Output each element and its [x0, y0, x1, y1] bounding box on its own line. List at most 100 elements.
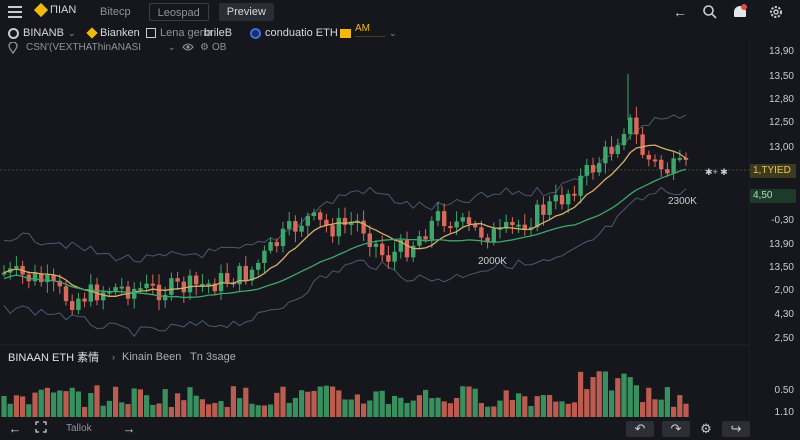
- candle-body: [138, 288, 143, 291]
- candle-body: [63, 286, 69, 302]
- volume-bar: [466, 386, 472, 417]
- candle-body: [57, 280, 62, 287]
- symbol-conduatio-eth[interactable]: conduatio ETH: [250, 25, 338, 41]
- candle-body: [448, 226, 453, 229]
- candle-body: [473, 224, 478, 228]
- candle-body: [45, 275, 50, 283]
- annotation-2300k: 2300K: [668, 196, 697, 207]
- volume-bar: [168, 406, 174, 417]
- candle-body: [274, 242, 279, 247]
- chevron-down-icon: ⌄: [389, 27, 397, 38]
- candle-body: [559, 195, 565, 205]
- back-arrow-icon[interactable]: ←: [8, 421, 22, 436]
- volume-indicator-1[interactable]: Kinain Been: [122, 351, 182, 363]
- volume-bar: [274, 392, 280, 417]
- tab-preview[interactable]: Preview: [218, 3, 274, 21]
- candle-body: [590, 164, 596, 173]
- candle-body: [76, 298, 81, 311]
- candle-body: [597, 163, 602, 173]
- candle-body: [70, 301, 75, 311]
- candle-body: [156, 284, 162, 301]
- volume-bar: [652, 399, 658, 417]
- share-button[interactable]: ↪: [722, 421, 750, 437]
- tab-bitecp[interactable]: Bitecp: [100, 6, 131, 18]
- volume-bar: [373, 391, 379, 417]
- chevron-right-icon[interactable]: ›: [112, 352, 115, 362]
- price-chart[interactable]: [0, 40, 750, 420]
- symbol-am[interactable]: AM ————— ⌄: [340, 24, 397, 41]
- volume-bar: [13, 395, 19, 417]
- price-axis-label: 12,50: [768, 117, 794, 128]
- timeframe-selector[interactable]: Tallok: [66, 423, 92, 434]
- candle-body: [404, 239, 410, 258]
- settings-gear-icon[interactable]: ⚙: [700, 421, 712, 436]
- volume-bar: [175, 393, 181, 417]
- volume-bar: [125, 404, 131, 417]
- volume-bar: [410, 400, 416, 417]
- crop-select-icon[interactable]: [34, 421, 48, 437]
- volume-bar: [509, 400, 515, 417]
- symbol-binanb[interactable]: BINANB ⌄: [8, 25, 76, 41]
- volume-bar: [379, 390, 385, 417]
- search-icon[interactable]: [702, 4, 718, 20]
- price-axis-label: 4,30: [774, 309, 794, 320]
- volume-bar: [590, 377, 596, 417]
- symbol-bianken[interactable]: Bianken: [86, 25, 140, 41]
- location-pin-icon[interactable]: [8, 41, 18, 57]
- volume-bar: [286, 402, 292, 417]
- candle-body: [528, 227, 534, 230]
- candle-body: [646, 154, 651, 160]
- volume-bar: [354, 394, 360, 417]
- forward-arrow-icon[interactable]: →: [122, 421, 136, 436]
- volume-bar: [94, 385, 100, 417]
- volume-bar: [460, 386, 466, 417]
- symbol-lena-gena[interactable]: Lena gena: [146, 25, 212, 41]
- volume-bar: [404, 402, 410, 417]
- candle-body: [361, 220, 366, 234]
- candle-body: [578, 175, 583, 196]
- price-axis-label: -0,30: [771, 215, 794, 226]
- candle-body: [51, 275, 56, 281]
- volume-bar: [578, 371, 584, 417]
- eye-icon[interactable]: [182, 42, 194, 55]
- candle-body: [392, 251, 397, 262]
- candle-body: [652, 159, 658, 162]
- candle-body: [665, 169, 670, 174]
- hamburger-menu-icon[interactable]: [8, 6, 22, 18]
- volume-bar: [144, 395, 150, 417]
- symbol-row: BINANB ⌄ Bianken Lena gena brileB condua…: [0, 24, 750, 41]
- volume-bar: [621, 373, 627, 417]
- notification-bell-icon[interactable]: [732, 4, 748, 20]
- settings-gear-icon[interactable]: ⚙: [200, 42, 209, 53]
- tab-leospad[interactable]: Leospad: [148, 3, 209, 21]
- candle-body: [541, 204, 546, 215]
- brand-logo[interactable]: ΠIAN: [33, 2, 76, 18]
- volume-bar: [280, 386, 286, 417]
- volume-bar: [367, 400, 373, 417]
- volume-bar: [485, 406, 491, 417]
- volume-bar: [44, 387, 50, 417]
- volume-bar: [596, 371, 602, 417]
- volume-bar: [162, 389, 168, 417]
- settings-gear-icon[interactable]: [768, 4, 784, 20]
- candle-body: [553, 195, 558, 202]
- undo-button[interactable]: ↶: [626, 421, 654, 437]
- chevron-down-icon[interactable]: ⌄: [168, 42, 176, 52]
- volume-bar: [75, 391, 81, 417]
- volume-bar: [137, 389, 143, 417]
- redo-button[interactable]: ↷: [662, 421, 690, 437]
- volume-indicator-2[interactable]: Tn 3sage: [190, 351, 236, 363]
- back-arrow-icon[interactable]: ←: [673, 4, 687, 20]
- volume-bar: [224, 406, 230, 417]
- candle-body: [256, 262, 261, 270]
- symbol-brileb[interactable]: brileB: [204, 25, 232, 41]
- candlestick-series: [1, 74, 689, 315]
- candle-body: [510, 221, 515, 226]
- candle-body: [163, 294, 168, 301]
- volume-bar: [441, 401, 447, 417]
- volume-bar: [416, 395, 422, 417]
- volume-bar: [447, 403, 453, 417]
- volume-bar: [113, 386, 119, 417]
- volume-bar: [361, 403, 367, 417]
- volume-bar: [311, 390, 317, 417]
